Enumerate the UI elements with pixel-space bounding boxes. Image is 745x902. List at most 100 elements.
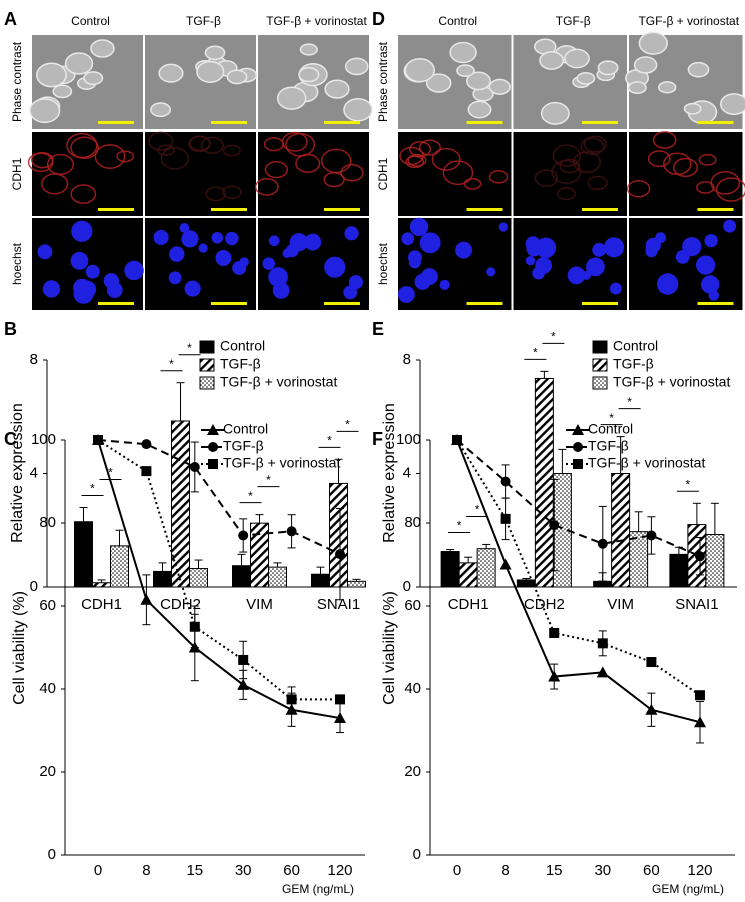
image-background: [629, 132, 743, 216]
nucleus: [592, 242, 607, 257]
nucleus: [215, 249, 232, 266]
cell: [64, 52, 94, 75]
marker: [695, 551, 705, 562]
cell: [638, 31, 668, 55]
legend-swatch: [592, 340, 608, 354]
cell: [222, 185, 242, 200]
column-label: TGF-β: [186, 14, 221, 28]
marker: [286, 694, 297, 705]
y-tick-label: 20: [39, 763, 56, 780]
cell: [663, 152, 692, 176]
nucleus: [397, 286, 415, 303]
cell: [36, 62, 67, 88]
series-line: [456, 439, 701, 558]
scale-bar: [98, 208, 134, 211]
cell: [298, 67, 320, 83]
marker: [499, 558, 512, 570]
legend-swatch: [199, 376, 215, 390]
legend-label: TGF-β + vorinostat: [588, 455, 705, 471]
nucleus: [73, 278, 92, 297]
x-tick-label: CDH1: [81, 596, 122, 613]
error-bar: [616, 436, 625, 474]
marker: [548, 670, 561, 682]
series-line: [97, 439, 341, 720]
scale-bar: [98, 302, 134, 305]
cell: [431, 147, 461, 171]
scale-bar: [697, 121, 734, 124]
cell: [456, 64, 475, 78]
x-tick-label: SNAI1: [675, 596, 718, 613]
marker: [597, 638, 608, 649]
y-tick-label: 0: [413, 846, 421, 863]
marker: [140, 593, 153, 605]
cell: [580, 137, 605, 156]
column-label: TGF-β: [556, 14, 591, 28]
cell: [323, 172, 345, 188]
marker: [597, 538, 608, 549]
cell: [449, 41, 477, 64]
error-bar: [194, 559, 203, 569]
cell: [426, 73, 452, 93]
error-bar: [446, 549, 455, 552]
y-tick-label: 80: [404, 514, 421, 531]
legend-marker: [573, 459, 583, 469]
cell: [116, 150, 135, 163]
cell: [583, 135, 607, 153]
significance-label: *: [627, 395, 632, 409]
cell: [205, 186, 227, 202]
x-tick-label: 15: [546, 862, 563, 879]
column-label: Control: [71, 14, 110, 28]
bar: [669, 553, 689, 588]
significance-label: *: [327, 433, 332, 447]
significance-label: *: [345, 417, 350, 431]
cell: [627, 81, 647, 95]
y-tick-label: 4: [30, 464, 38, 481]
column-label: TGF-β + vorinostat: [266, 14, 367, 28]
cell: [719, 93, 745, 116]
nucleus: [179, 223, 190, 233]
marker: [141, 439, 152, 450]
nucleus: [285, 244, 299, 258]
cell: [573, 151, 601, 174]
micrograph: [629, 218, 743, 310]
nucleus: [153, 229, 169, 245]
x-axis-label: GEM (ng/mL): [282, 882, 354, 896]
cell: [564, 48, 590, 69]
bar: [458, 562, 478, 588]
marker: [238, 654, 249, 665]
bar: [440, 551, 460, 588]
x-tick-label: 0: [94, 862, 102, 879]
legend-label: TGF-β: [588, 438, 629, 454]
panel-label: A: [4, 9, 17, 29]
cell: [488, 78, 511, 95]
error-bar: [352, 578, 361, 582]
image-background: [258, 132, 369, 216]
scale-bar: [582, 302, 618, 305]
nucleus: [272, 282, 290, 299]
significance-label: *: [108, 466, 113, 480]
cell: [587, 175, 608, 191]
nucleus: [699, 262, 709, 273]
micrograph: [513, 132, 627, 216]
legend-label: Control: [588, 421, 633, 437]
x-tick-label: CDH2: [524, 596, 565, 613]
nucleus: [168, 271, 182, 285]
nucleus: [128, 266, 140, 278]
micrograph: [258, 218, 369, 310]
nucleus: [85, 264, 100, 279]
significance-label: *: [551, 330, 556, 344]
legend-swatch: [592, 376, 608, 390]
cell: [442, 160, 474, 186]
scale-bar: [697, 302, 734, 305]
y-axis-label: Cell viability (%): [11, 591, 28, 705]
marker: [141, 466, 152, 477]
column-label: TGF-β + vorinostat: [638, 14, 739, 28]
x-tick-label: 120: [327, 862, 352, 879]
legend-swatch: [199, 340, 215, 354]
nucleus: [609, 282, 622, 295]
cell: [27, 152, 54, 173]
marker: [596, 666, 609, 678]
row-label: Phase contrast: [10, 41, 24, 122]
nucleus: [723, 219, 737, 233]
